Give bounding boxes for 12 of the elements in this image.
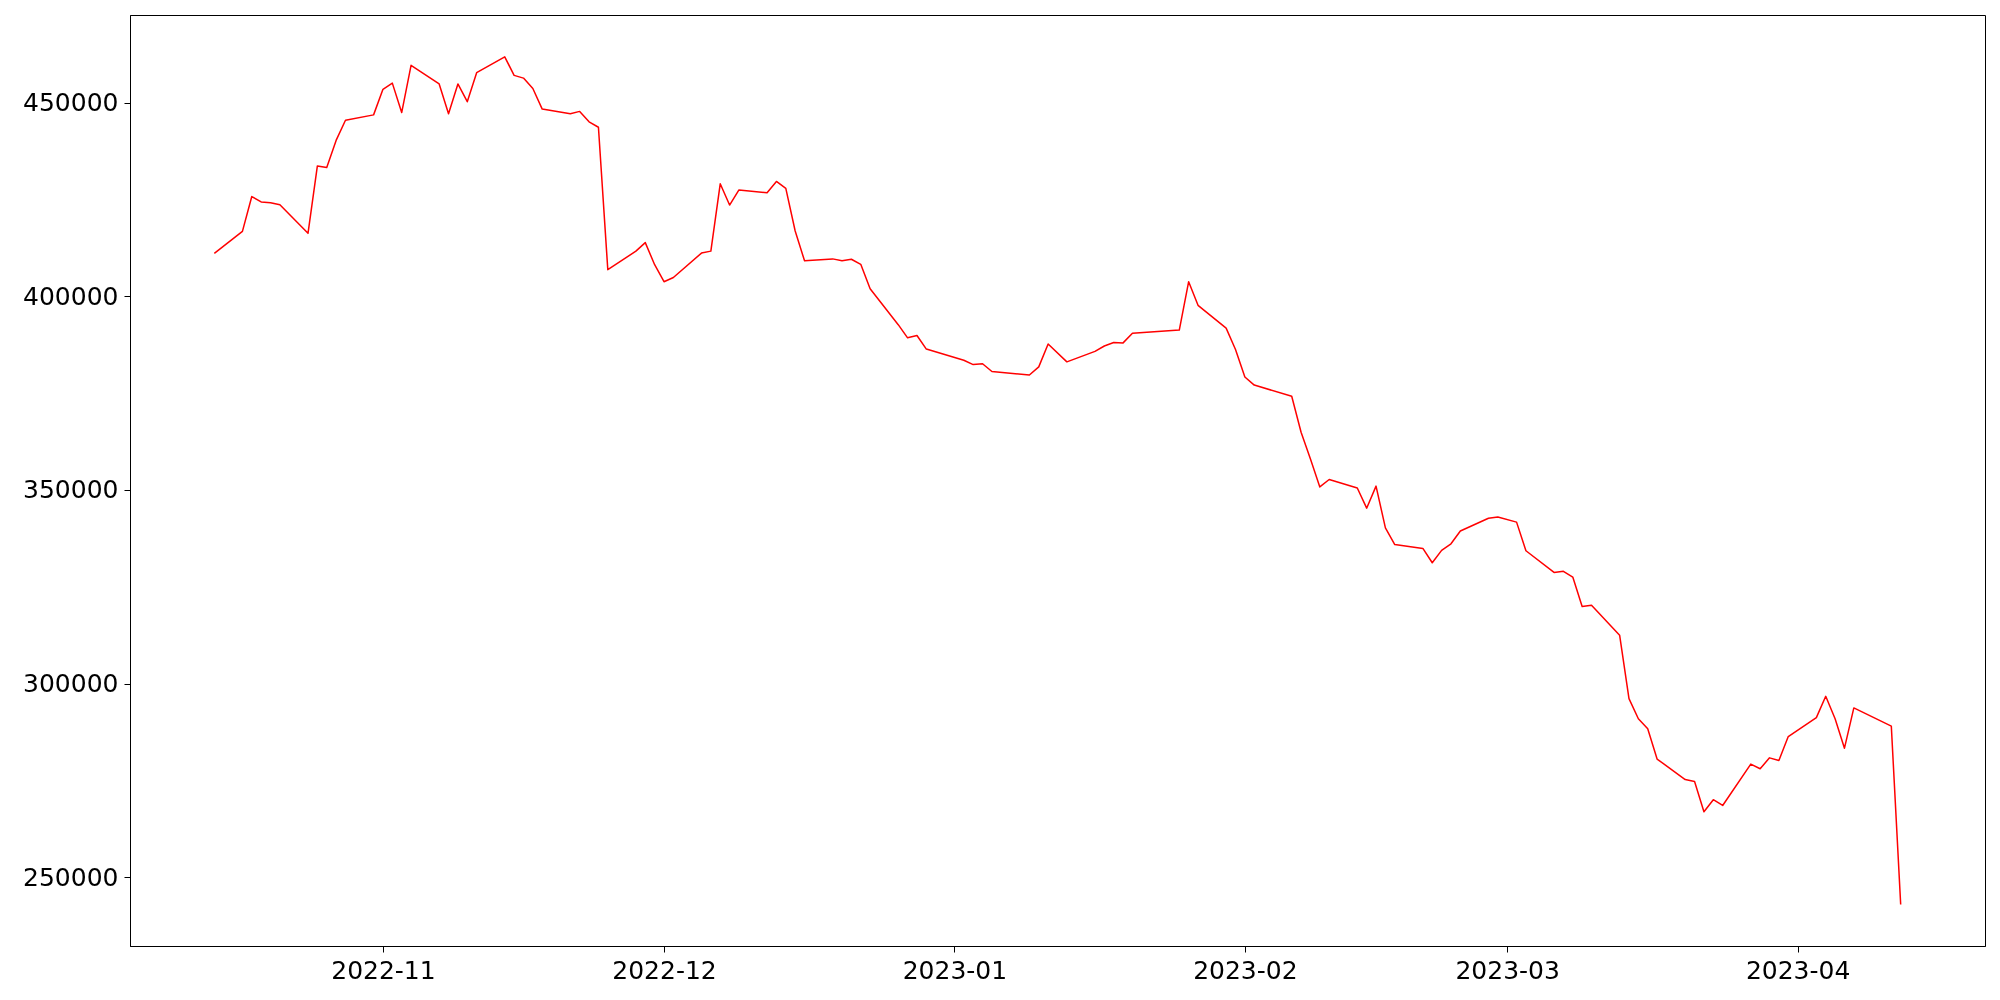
line-series [213, 56, 1902, 906]
x-tick-label: 2023-02 [1193, 955, 1298, 985]
y-tick-label: 400000 [23, 281, 119, 311]
x-tick-label: 2022-11 [331, 955, 436, 985]
x-tick-label: 2023-01 [902, 955, 1008, 985]
y-tick-label: 350000 [23, 475, 119, 505]
x-tick-label: 2022-12 [612, 955, 717, 985]
x-tick-label: 2023-03 [1455, 955, 1560, 985]
y-tick-label: 450000 [23, 88, 119, 118]
y-tick-label: 250000 [23, 862, 119, 892]
x-tick-label: 2023-04 [1745, 955, 1851, 985]
y-tick-label: 300000 [23, 669, 119, 699]
